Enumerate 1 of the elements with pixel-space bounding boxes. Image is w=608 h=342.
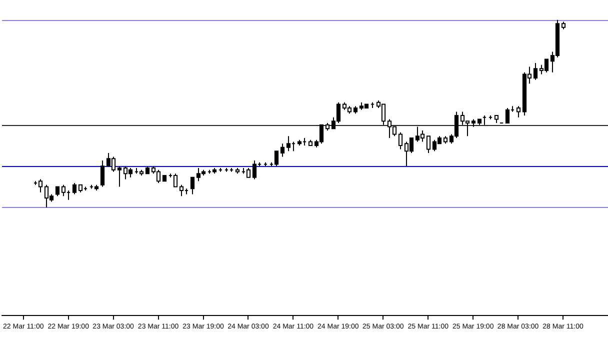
- candlestick: [482, 115, 487, 126]
